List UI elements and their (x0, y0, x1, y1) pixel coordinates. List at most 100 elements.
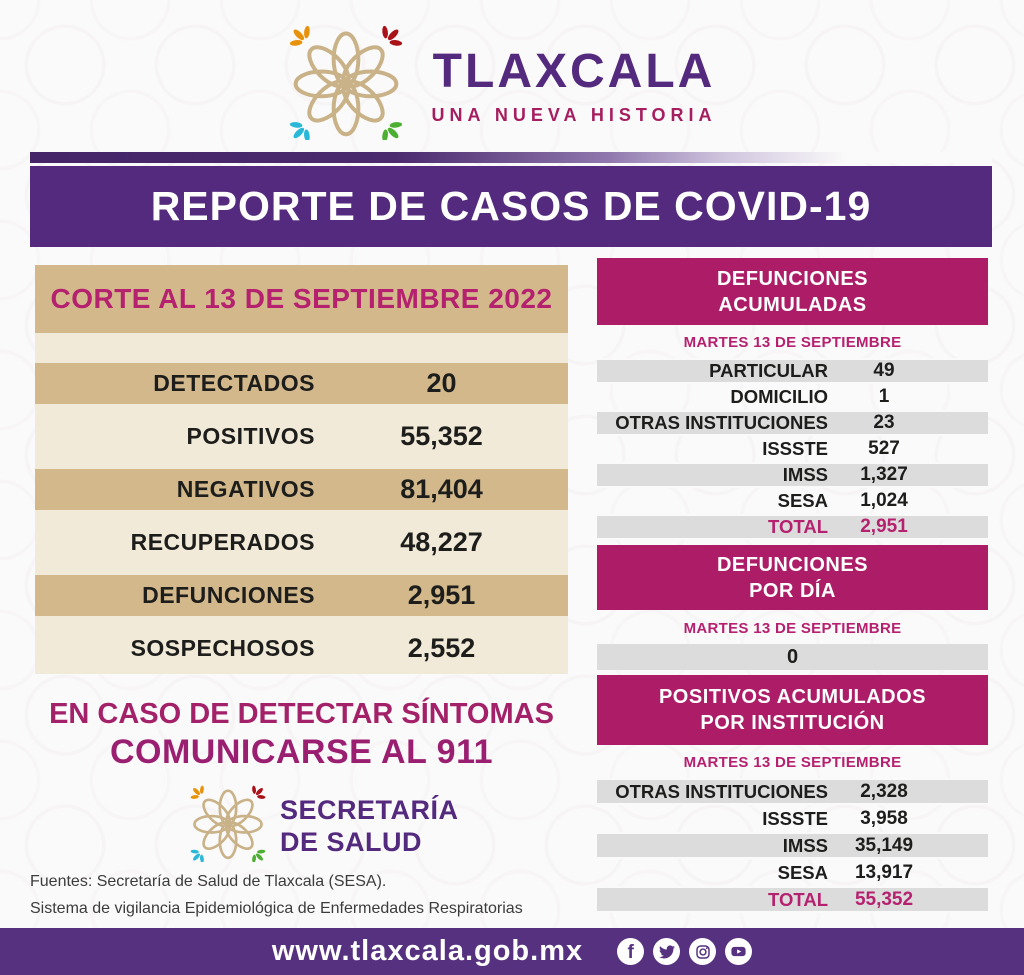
deaths-per-day-value: 0 (597, 644, 988, 670)
table-row: IMSS 35,149 (597, 832, 988, 859)
footer-website-link[interactable]: www.tlaxcala.gob.mx (271, 935, 584, 967)
statistics-panel: DEFUNCIONES ACUMULADAS MARTES 13 DE SEPT… (597, 258, 988, 918)
row-value: 527 (868, 438, 900, 459)
deaths-accumulated-header: DEFUNCIONES ACUMULADAS (597, 258, 988, 325)
row-value: 2,951 (407, 580, 476, 610)
youtube-icon[interactable] (725, 938, 753, 965)
deaths-per-day-header: DEFUNCIONES POR DÍA (597, 545, 988, 610)
total-label: TOTAL (768, 888, 828, 910)
report-title-banner: REPORTE DE CASOS DE COVID-19 (30, 166, 992, 247)
health-ministry-name: SECRETARÍA DE SALUD (280, 794, 459, 859)
table-row: SESA 13,917 (597, 859, 988, 886)
row-label: DEFUNCIONES (142, 582, 315, 608)
row-label: SOSPECHOSOS (130, 635, 315, 661)
row-label: ISSSTE (762, 438, 828, 459)
section-date: MARTES 13 DE SEPTIEMBRE (683, 620, 902, 637)
report-title: REPORTE DE CASOS DE COVID-19 (150, 183, 872, 229)
table-row: ISSSTE 527 (597, 436, 988, 462)
flower-accent-orange (289, 25, 310, 46)
row-value: 1 (878, 386, 890, 407)
twitter-icon[interactable] (653, 938, 681, 965)
table-row: POSITIVOS 55,352 (35, 410, 568, 463)
symptoms-notice-line2: COMUNICARSE AL 911 (109, 733, 494, 771)
section-title-line: DEFUNCIONES (716, 267, 869, 290)
summary-panel-header: CORTE AL 13 DE SEPTIEMBRE 2022 (35, 265, 568, 333)
row-value: 55,352 (400, 421, 483, 451)
section-title-line: POR INSTITUCIÓN (700, 712, 885, 734)
row-value: 1,327 (860, 464, 908, 485)
table-row: ISSSTE 3,958 (597, 805, 988, 832)
row-label: RECUPERADOS (130, 529, 315, 555)
symptoms-notice-line1: EN CASO DE DETECTAR SÍNTOMAS (49, 698, 554, 730)
table-row: PARTICULAR 49 (597, 358, 988, 384)
row-label: IMSS (782, 834, 828, 856)
row-value: 1,024 (860, 490, 908, 511)
row-value: 2,328 (860, 780, 908, 802)
row-value: 35,149 (854, 834, 914, 856)
table-row: SOSPECHOSOS 2,552 (35, 622, 568, 675)
table-row: NEGATIVOS 81,404 (35, 463, 568, 516)
row-label: DETECTADOS (153, 370, 315, 396)
section-title-line: POSITIVOS ACUMULADOS (658, 686, 927, 708)
row-value: 23 (873, 412, 895, 433)
table-row: OTRAS INSTITUCIONES 2,328 (597, 778, 988, 805)
table-total-row: TOTAL 2,951 (597, 514, 988, 540)
flower-accent-red (382, 25, 403, 46)
table-row: SESA 1,024 (597, 488, 988, 514)
row-value: 20 (426, 368, 457, 398)
row-value: 81,404 (400, 474, 483, 504)
total-value: 2,951 (860, 516, 908, 537)
health-ministry-flower-logo-icon (190, 785, 266, 862)
total-value: 55,352 (854, 888, 914, 910)
summary-panel: CORTE AL 13 DE SEPTIEMBRE 2022 DETECTADO… (35, 265, 568, 674)
flower-accent-green (382, 122, 403, 140)
positives-by-institution-header: POSITIVOS ACUMULADOS POR INSTITUCIÓN (597, 675, 988, 745)
section-title-line: ACUMULADAS (718, 293, 867, 316)
table-row: OTRAS INSTITUCIONES 23 (597, 410, 988, 436)
row-value: 13,917 (854, 861, 914, 883)
facebook-icon[interactable]: f (617, 938, 645, 965)
table-row: DOMICILIO 1 (597, 384, 988, 410)
tlaxcala-flower-logo-icon (289, 25, 403, 140)
instagram-icon[interactable] (689, 938, 717, 965)
positives-by-institution-table: OTRAS INSTITUCIONES 2,328 ISSSTE 3,958 I… (597, 778, 988, 913)
row-label: NEGATIVOS (176, 476, 315, 502)
section-title-line: POR DÍA (749, 579, 836, 602)
footer-bar: www.tlaxcala.gob.mx f (0, 928, 1024, 975)
table-row: DEFUNCIONES 2,951 (35, 569, 568, 622)
row-label: ISSSTE (762, 807, 828, 829)
table-row: RECUPERADOS 48,227 (35, 516, 568, 569)
section-title-line: DEFUNCIONES (716, 553, 869, 576)
deaths-accumulated-table: PARTICULAR 49 DOMICILIO 1 OTRAS INSTITUC… (597, 358, 988, 540)
section-date: MARTES 13 DE SEPTIEMBRE (683, 334, 902, 351)
row-label: SESA (777, 861, 828, 883)
table-total-row: TOTAL 55,352 (597, 886, 988, 913)
row-label: IMSS (782, 464, 828, 485)
summary-title: CORTE AL 13 DE SEPTIEMBRE 2022 (50, 283, 553, 314)
row-label: OTRAS INSTITUCIONES (615, 412, 828, 433)
row-value: 2,552 (407, 633, 476, 663)
ministry-line2: DE SALUD (280, 827, 423, 858)
sources-note: Fuentes: Secretaría de Salud de Tlaxcala… (30, 868, 590, 950)
gradient-divider (30, 152, 992, 163)
row-value: 49 (873, 360, 895, 381)
brand-name: TLAXCALA (432, 45, 716, 98)
row-label: PARTICULAR (709, 360, 828, 381)
flower-accent-cyan (289, 122, 310, 140)
row-label: SESA (777, 490, 828, 511)
brand-tagline: UNA NUEVA HISTORIA (431, 105, 717, 125)
summary-gap (35, 333, 568, 357)
row-label: OTRAS INSTITUCIONES (615, 780, 828, 802)
row-label: DOMICILIO (730, 386, 828, 407)
row-value: 3,958 (860, 807, 908, 829)
total-label: TOTAL (768, 516, 828, 537)
social-links: f (617, 938, 753, 965)
table-row: IMSS 1,327 (597, 462, 988, 488)
row-value: 48,227 (400, 527, 483, 557)
brand-block: TLAXCALA UNA NUEVA HISTORIA (420, 44, 728, 126)
table-row: DETECTADOS 20 (35, 357, 568, 410)
section-date: MARTES 13 DE SEPTIEMBRE (683, 754, 902, 771)
sources-line1: Fuentes: Secretaría de Salud de Tlaxcala… (30, 873, 387, 890)
row-label: POSITIVOS (186, 423, 315, 449)
